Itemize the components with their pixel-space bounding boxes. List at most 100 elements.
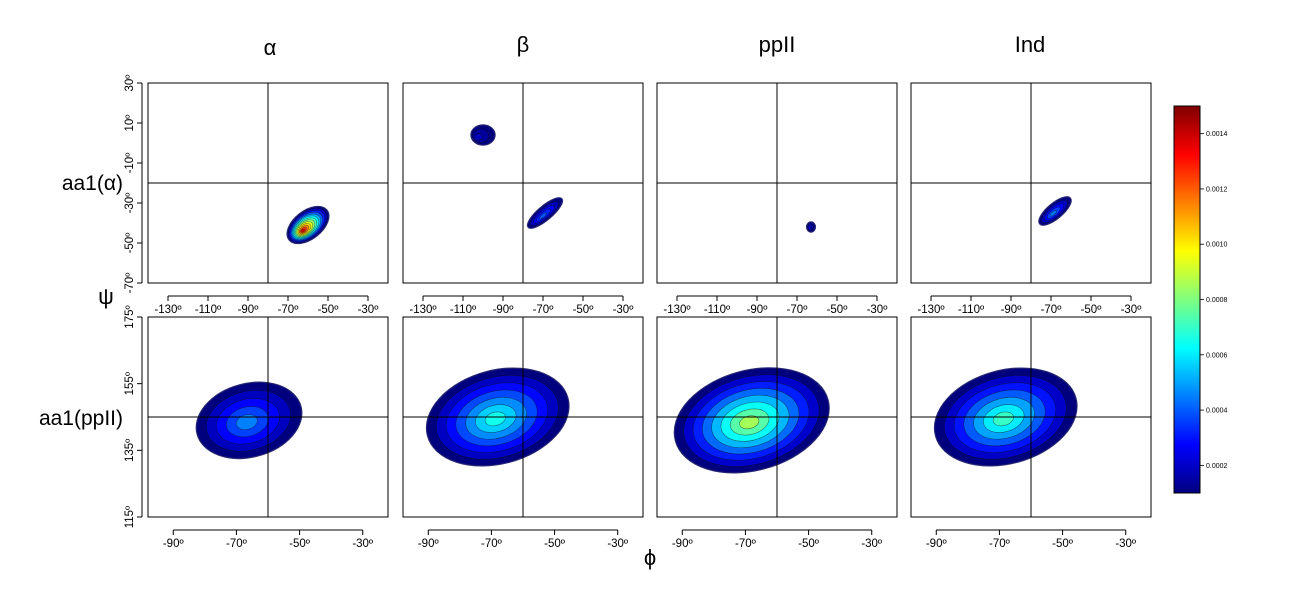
x-tick-label: -50º [798, 538, 820, 550]
x-tick-label: -70º [278, 304, 300, 316]
density-region-1 [470, 124, 496, 146]
panel-frame [656, 82, 898, 284]
colorbar-tick-label: 0.0004 [1206, 408, 1228, 415]
density-region-1 [1038, 196, 1072, 226]
panel-frame [402, 316, 644, 518]
density-region-1 [286, 205, 330, 245]
panel-row1-ind: -130º -110º -90º -70º -50º -30º [910, 82, 1152, 316]
x-tick-label: -70º [481, 538, 503, 550]
y-axis: -70º -50º -30º -10º 10º 30º [124, 74, 143, 294]
x-tick-label: -90º [163, 538, 185, 550]
y-tick-label: -30º [124, 192, 136, 214]
x-axis: -130º -110º -90º -70º -50º -30º [917, 295, 1143, 316]
x-tick-label: -30º [613, 304, 635, 316]
contour-level-5 [539, 212, 547, 220]
y-tick-label: 10º [124, 114, 136, 132]
panel-frame [910, 82, 1152, 284]
contour-level-8 [739, 415, 760, 430]
x-tick-label: -50º [544, 538, 566, 550]
x-axis-label: ϕ [644, 545, 656, 570]
x-tick-label: -110º [704, 304, 731, 316]
panel-row2-ppii: -90º -70º -50º -30º [656, 316, 898, 550]
x-axis: -130º -110º -90º -70º -50º -30º [409, 295, 635, 316]
x-tick-label: -70º [735, 538, 757, 550]
panel-row2-ind: -90º -70º -50º -30º [910, 316, 1152, 550]
x-tick-label: -70º [989, 538, 1011, 550]
x-tick-label: -90º [418, 538, 440, 550]
x-tick-label: -130º [663, 304, 691, 316]
y-tick-label: 30º [124, 74, 136, 92]
row-label-aa1-ppii: aa1(ppII) [39, 407, 123, 430]
contour-level-7 [992, 411, 1014, 427]
colorbar: 0.0002 0.0004 0.0006 0.0008 0.0010 0.0012 0.00… [1173, 105, 1228, 494]
y-tick-label: -50º [124, 232, 136, 254]
panel-row2-beta: -90º -70º -50º -30º [402, 316, 644, 550]
panel-frame [656, 316, 898, 518]
x-tick-label: -130º [409, 304, 437, 316]
x-tick-label: -70º [533, 304, 555, 316]
row-label-aa1-alpha: aa1(α) [62, 172, 123, 195]
y-tick-label: 115º [124, 505, 136, 528]
contour-level-3 [474, 133, 483, 141]
x-tick-label: -50º [1081, 304, 1103, 316]
x-tick-label: -70º [787, 304, 809, 316]
x-tick-label: -110º [195, 304, 222, 316]
x-axis: -130º -110º -90º -70º -50º -30º [154, 295, 380, 316]
panel-frame [147, 316, 389, 518]
x-axis: -130º -110º -90º -70º -50º -30º [663, 295, 889, 316]
colorbar-tick-label: 0.0012 [1206, 186, 1228, 193]
column-title-ind: Ind [1015, 32, 1046, 57]
x-tick-label: -110º [958, 304, 985, 316]
x-axis: -90º -70º -50º -30º [418, 529, 629, 550]
contour-level-3 [807, 225, 812, 230]
density-region-1 [673, 367, 830, 474]
density-region-2 [526, 197, 564, 229]
panel-frame [910, 316, 1152, 518]
y-axis: 115º 135º 155º 175º [124, 305, 143, 528]
panel-row1-ppii: -130º -110º -90º -70º -50º -30º [656, 82, 898, 316]
x-tick-label: -90º [493, 304, 515, 316]
x-tick-label: -50º [318, 304, 340, 316]
x-tick-label: -30º [1121, 304, 1143, 316]
x-tick-label: -30º [1115, 538, 1137, 550]
x-tick-label: -70º [226, 538, 248, 550]
y-tick-label: 155º [124, 371, 136, 395]
x-tick-label: -30º [861, 538, 883, 550]
x-tick-label: -90º [926, 538, 948, 550]
panel-row1-alpha: -130º -110º -90º -70º -50º -30º-70º-50º-30º-1… [124, 74, 389, 316]
density-region-1 [195, 381, 303, 460]
panels-layer: -130º -110º -90º -70º -50º -30º-70º-50º-30º-1… [124, 74, 1152, 550]
contour-level-7 [484, 411, 506, 427]
y-tick-label: -70º [124, 272, 136, 294]
density-region-1 [805, 221, 817, 233]
x-tick-label: -90º [747, 304, 769, 316]
x-tick-label: -90º [1001, 304, 1023, 316]
colorbar-tick-label: 0.0006 [1206, 352, 1228, 359]
x-tick-label: -30º [867, 304, 889, 316]
panel-row1-beta: -130º -110º -90º -70º -50º -30º [402, 82, 644, 316]
colorbar-gradient [1173, 105, 1201, 494]
panel-frame [402, 82, 644, 284]
x-tick-label: -30º [607, 538, 629, 550]
x-tick-label: -50º [1052, 538, 1074, 550]
y-tick-label: 135º [124, 438, 136, 462]
x-tick-label: -30º [352, 538, 374, 550]
panel-frame [147, 82, 389, 284]
y-tick-label: -10º [124, 152, 136, 174]
x-tick-label: -90º [672, 538, 694, 550]
contour-level-5 [1049, 210, 1057, 217]
x-tick-label: -130º [154, 304, 182, 316]
x-tick-label: -90º [238, 304, 260, 316]
x-tick-label: -30º [358, 304, 380, 316]
column-title-alpha: α [264, 35, 277, 60]
x-tick-label: -50º [573, 304, 595, 316]
colorbar-tick-label: 0.0010 [1206, 242, 1228, 249]
y-tick-label: 175º [124, 305, 136, 329]
x-tick-label: -50º [289, 538, 311, 550]
x-tick-label: -70º [1041, 304, 1063, 316]
colorbar-tick-label: 0.0002 [1206, 463, 1228, 470]
column-title-ppii: ppII [759, 32, 796, 57]
y-axis-label: ψ [98, 284, 114, 309]
x-axis: -90º -70º -50º -30º [672, 529, 883, 550]
